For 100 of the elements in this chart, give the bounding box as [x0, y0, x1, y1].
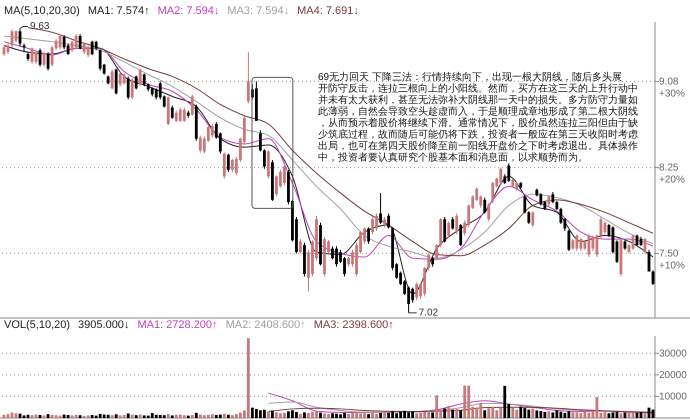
- bar: [640, 412, 642, 418]
- bar: [355, 412, 358, 418]
- candlestick: [555, 200, 558, 211]
- candlestick: [198, 135, 202, 153]
- candlestick: [114, 68, 118, 95]
- candlestick: [592, 235, 594, 252]
- bar: [391, 411, 394, 418]
- bar: [616, 412, 618, 418]
- candlestick: [596, 234, 598, 258]
- bar: [395, 413, 398, 418]
- bar: [46, 414, 50, 418]
- bar: [18, 414, 22, 418]
- candlestick: [42, 52, 46, 68]
- candlestick: [246, 52, 250, 104]
- bar: [575, 412, 578, 418]
- bar: [624, 412, 626, 418]
- text: MA1: 7.574↑: [88, 5, 150, 17]
- candlestick: [443, 216, 446, 244]
- bar: [527, 410, 530, 418]
- candlestick: [579, 237, 582, 252]
- candlestick: [604, 221, 606, 235]
- candlestick: [587, 234, 590, 258]
- bar: [198, 414, 202, 418]
- bar: [563, 412, 566, 418]
- candlestick: [2, 44, 6, 57]
- candlestick: [551, 191, 554, 204]
- candlestick: [90, 40, 94, 56]
- bar: [523, 408, 526, 418]
- y2-tick-label: +10%: [659, 260, 685, 272]
- bar: [6, 414, 10, 418]
- candlestick: [210, 124, 214, 138]
- y-tick-label: 10000: [659, 391, 688, 402]
- bar: [628, 412, 630, 418]
- candlestick: [138, 68, 142, 87]
- candlestick: [371, 216, 374, 235]
- y-tick-label: 8.25: [659, 162, 679, 174]
- bar: [66, 414, 70, 418]
- candlestick: [78, 34, 82, 50]
- candlestick: [178, 107, 182, 122]
- bar: [50, 414, 54, 418]
- candlestick: [427, 252, 430, 271]
- bar: [519, 406, 522, 418]
- line-series: [268, 402, 654, 414]
- candlestick: [379, 192, 382, 224]
- bar: [78, 415, 82, 418]
- text: MA3: 2398.600↑: [314, 319, 394, 331]
- bar: [415, 413, 418, 418]
- bar: [246, 338, 250, 418]
- bar: [407, 412, 410, 418]
- bar: [307, 413, 310, 418]
- bar: [571, 412, 574, 418]
- candlestick: [600, 216, 602, 238]
- candlestick: [407, 286, 410, 314]
- text: 3905.000↓: [78, 319, 130, 331]
- candlestick: [299, 238, 302, 254]
- bar: [323, 413, 326, 418]
- bar: [263, 410, 266, 418]
- bar: [387, 412, 390, 418]
- candlestick: [86, 44, 90, 58]
- bar: [632, 413, 634, 418]
- candlestick: [98, 48, 102, 72]
- y-tick-label: 30000: [659, 348, 688, 359]
- bar: [291, 410, 294, 418]
- bar: [110, 415, 114, 418]
- text: MA2: 7.594↓: [158, 5, 220, 17]
- bar: [359, 413, 362, 418]
- candlestick: [367, 226, 370, 244]
- bar: [54, 415, 58, 418]
- bar: [267, 412, 270, 418]
- candlestick: [624, 240, 626, 250]
- text: MA2: 2408.600↑: [226, 319, 306, 331]
- candlestick: [387, 212, 390, 230]
- bar: [648, 408, 650, 418]
- candlestick: [174, 110, 178, 122]
- candlestick: [636, 234, 638, 247]
- bar: [14, 413, 18, 418]
- bar: [644, 413, 646, 418]
- bar: [62, 414, 66, 418]
- candlestick: [62, 34, 66, 50]
- bar: [315, 411, 318, 418]
- candlestick: [559, 207, 562, 224]
- bar: [258, 410, 262, 418]
- bar: [2, 414, 6, 418]
- candlestick: [170, 105, 174, 120]
- bar: [331, 413, 334, 418]
- candlestick: [283, 164, 286, 186]
- bar: [620, 413, 622, 418]
- candlestick: [34, 50, 38, 64]
- candlestick: [6, 43, 10, 55]
- candlestick: [491, 181, 494, 204]
- bar: [559, 412, 562, 418]
- bar: [22, 415, 26, 418]
- bar: [86, 415, 90, 418]
- bar: [303, 412, 306, 418]
- candlestick: [415, 282, 418, 301]
- bar: [636, 412, 638, 418]
- candlestick: [640, 236, 642, 247]
- candlestick: [632, 234, 634, 250]
- candlestick: [547, 194, 550, 208]
- candlestick: [499, 167, 502, 186]
